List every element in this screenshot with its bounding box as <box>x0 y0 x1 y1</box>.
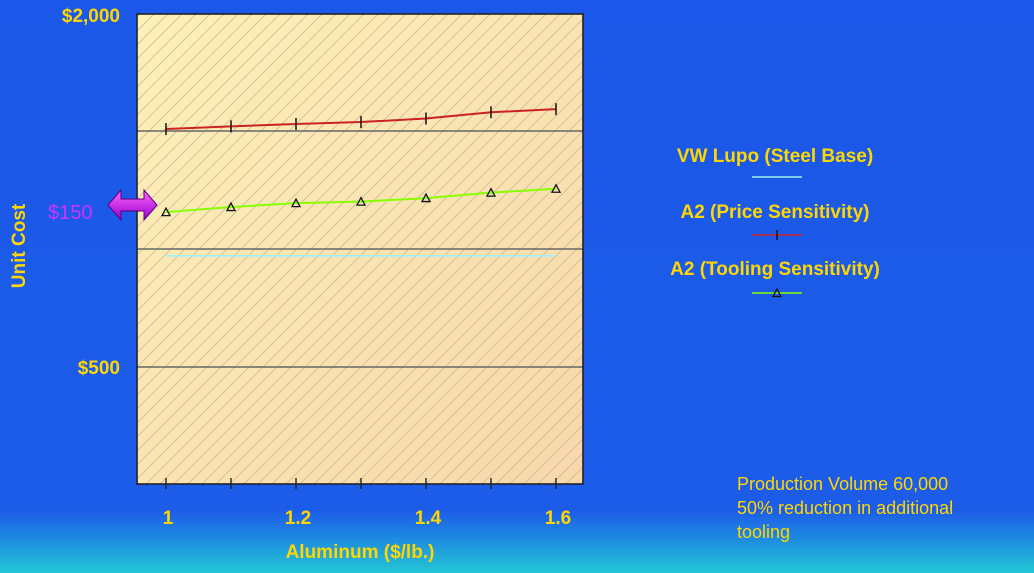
grid-lines <box>137 130 583 368</box>
series-layer <box>160 103 562 257</box>
triangle-marker <box>355 196 367 206</box>
footnote-line: Production Volume 60,000 <box>737 474 949 494</box>
series-line-3 <box>165 187 557 214</box>
x-axis-ticks <box>165 478 557 489</box>
legend-layer <box>752 176 802 298</box>
triangle-marker <box>485 187 497 197</box>
legend-label-price-sensitivity: A2 (Price Sensitivity) <box>680 202 870 223</box>
triangle-marker <box>290 197 302 208</box>
double-arrow-icon <box>107 188 158 222</box>
x-axis-label: Aluminum ($/lb.) <box>285 542 435 563</box>
x-tick-label: 1.2 <box>284 508 312 529</box>
x-tick-label: 1.4 <box>414 508 442 529</box>
plot-border <box>136 13 584 485</box>
x-tick-label: 1 <box>162 508 174 529</box>
footnote: Production Volume 60,000 50% reduction i… <box>737 472 1034 544</box>
x-tick-label: 1.6 <box>544 508 572 529</box>
triangle-marker <box>771 287 783 298</box>
y-tick-label: $500 <box>77 358 120 379</box>
y-axis-label: Unit Cost <box>9 203 30 289</box>
footnote-line: 50% reduction in additional <box>737 498 954 518</box>
triangle-marker <box>225 201 237 212</box>
y-tick-label: $2,000 <box>61 6 120 27</box>
legend-label-tooling-sensitivity: A2 (Tooling Sensitivity) <box>670 259 880 280</box>
triangle-marker <box>550 183 562 193</box>
triangle-marker <box>160 206 172 217</box>
legend-label-steel-base: VW Lupo (Steel Base) <box>676 146 874 167</box>
footnote-line: tooling <box>737 522 791 542</box>
triangle-marker <box>420 192 432 203</box>
annotation-value: $150 <box>48 202 93 224</box>
